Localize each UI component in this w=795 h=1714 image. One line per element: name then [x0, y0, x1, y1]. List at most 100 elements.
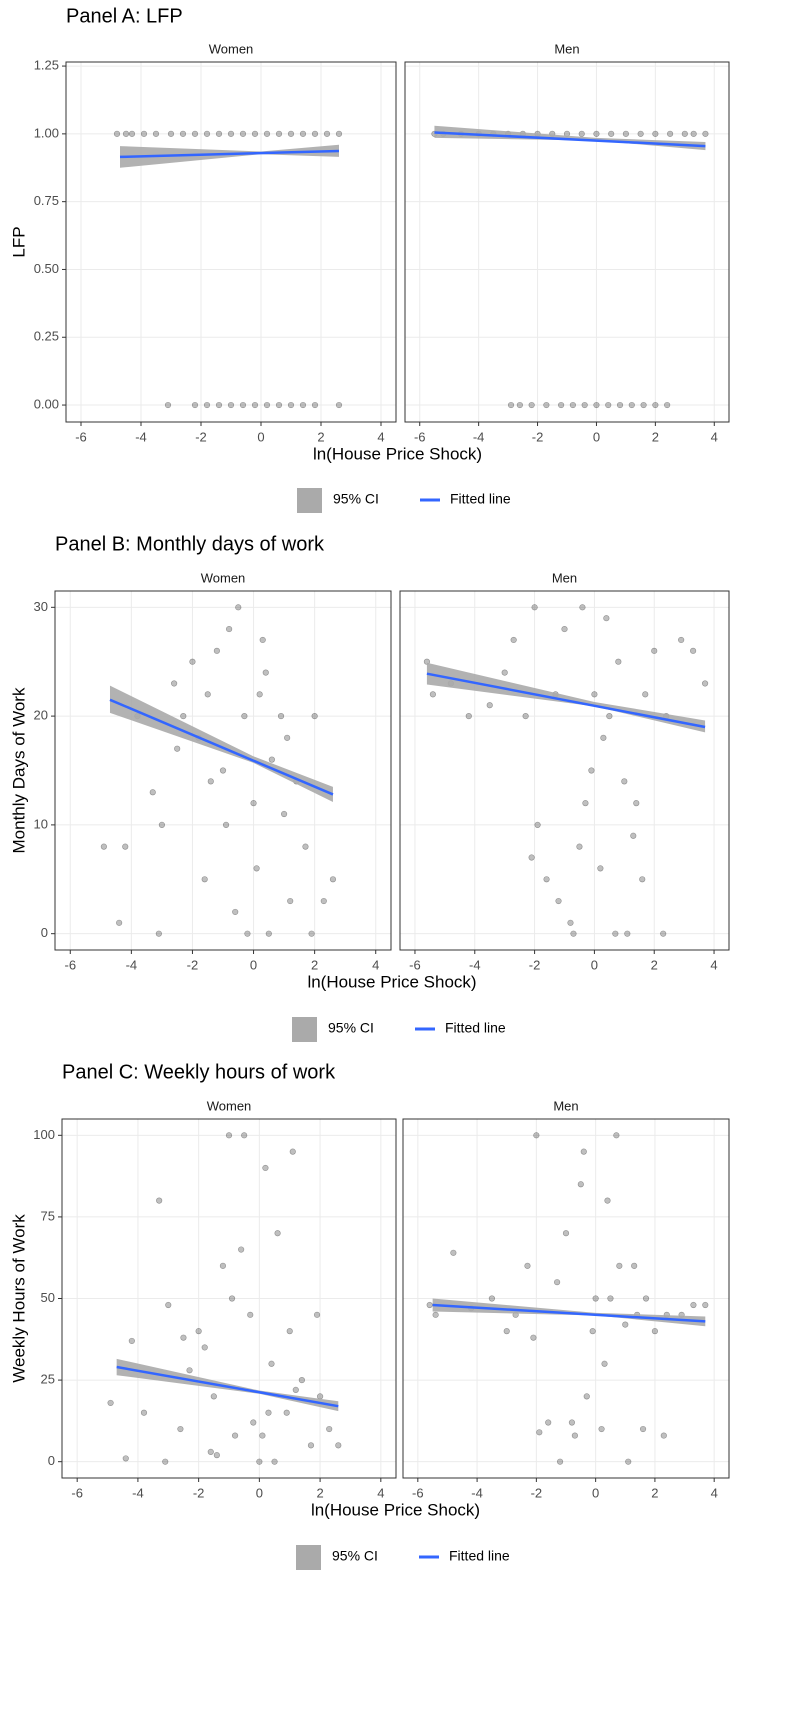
y-tick-label: 20: [34, 708, 48, 723]
legend-label: Fitted line: [449, 1548, 510, 1564]
data-point: [690, 1301, 697, 1309]
data-point: [215, 130, 223, 137]
x-tick-label: 2: [651, 1485, 658, 1500]
data-point: [180, 713, 187, 720]
data-point: [287, 130, 295, 137]
data-point: [530, 1334, 537, 1341]
data-point: [225, 1132, 233, 1139]
data-point: [603, 615, 610, 622]
x-tick-label: 4: [377, 1485, 384, 1500]
data-point: [612, 930, 619, 937]
data-point: [250, 1419, 257, 1426]
data-point: [579, 604, 586, 611]
data-point: [528, 401, 535, 409]
data-point: [432, 1311, 439, 1318]
y-tick-label: 1.00: [34, 125, 59, 140]
data-point: [555, 897, 562, 905]
facet-panel: Men -6 -4 -2 0 2 4: [402, 1098, 730, 1500]
data-point: [569, 401, 576, 409]
data-point: [275, 401, 283, 409]
data-point: [335, 401, 343, 409]
facet-strip-label: Women: [207, 1098, 252, 1113]
y-tick-label: 50: [41, 1290, 55, 1305]
x-tick-label: -2: [532, 429, 544, 444]
data-point: [222, 821, 230, 828]
data-point: [227, 130, 235, 137]
data-point: [507, 401, 515, 409]
data-point: [429, 691, 437, 698]
data-point: [660, 1432, 667, 1439]
y-tick-label: 0: [41, 925, 48, 940]
x-tick-label: 2: [316, 1485, 323, 1500]
data-point: [307, 1442, 315, 1449]
data-point: [283, 1409, 290, 1416]
x-tick-label: 4: [372, 957, 379, 972]
data-point: [651, 1328, 659, 1335]
data-point: [543, 876, 550, 883]
data-point: [128, 130, 136, 137]
data-point: [235, 604, 242, 611]
data-point: [651, 647, 658, 654]
facet-panel: Men -6 -4 -2 0 2 4: [399, 570, 730, 972]
x-tick-label: 4: [711, 1485, 718, 1500]
data-point: [664, 401, 671, 409]
data-point: [286, 1328, 293, 1335]
data-point: [239, 401, 247, 409]
x-tick-label: -2: [193, 1485, 205, 1500]
data-point: [615, 658, 622, 665]
panel-title: Panel A: LFP: [66, 5, 183, 27]
x-tick-label: 2: [652, 429, 659, 444]
legend-label: Fitted line: [450, 491, 511, 507]
data-point: [167, 130, 175, 137]
legend-label: 95% CI: [333, 491, 379, 507]
data-point: [156, 1197, 163, 1204]
data-point: [488, 1295, 496, 1302]
data-point: [113, 130, 121, 137]
x-tick-label: -6: [71, 1485, 83, 1500]
fitted-line: [426, 672, 706, 729]
data-point: [277, 713, 285, 720]
data-point: [171, 680, 178, 687]
data-point: [140, 1409, 148, 1416]
y-tick-label: 25: [41, 1372, 55, 1387]
data-point: [308, 930, 315, 937]
data-point: [179, 130, 187, 137]
data-point: [639, 1425, 647, 1433]
data-point: [268, 1360, 275, 1367]
data-point: [510, 636, 517, 644]
data-point: [628, 401, 635, 409]
data-point: [186, 1367, 193, 1374]
x-tick-label: 0: [256, 1485, 263, 1500]
facet-strip-label: Women: [209, 41, 254, 56]
data-point: [232, 908, 239, 916]
data-point: [593, 401, 600, 409]
data-point: [238, 1246, 245, 1253]
data-point: [302, 843, 309, 850]
data-point: [251, 401, 259, 409]
data-point: [107, 1399, 114, 1407]
data-point: [268, 756, 275, 763]
data-point: [213, 1452, 220, 1459]
data-point: [299, 130, 307, 137]
fitted-line: [119, 149, 340, 159]
data-point: [116, 919, 123, 926]
data-point: [227, 401, 235, 409]
facet-strip-label: Men: [552, 570, 577, 585]
confidence-band: [434, 125, 706, 151]
data-point: [228, 1295, 236, 1302]
data-point: [247, 1311, 254, 1318]
fitted-line: [432, 1303, 706, 1323]
data-point: [231, 1432, 239, 1439]
data-point: [465, 713, 472, 720]
data-point: [450, 1249, 457, 1256]
y-axis-label: Monthly Days of Work: [9, 687, 28, 853]
data-point: [640, 401, 647, 409]
data-point: [155, 930, 162, 937]
y-tick-label: 30: [34, 599, 48, 614]
data-point: [558, 401, 565, 409]
data-point: [323, 130, 331, 137]
x-tick-label: -6: [414, 429, 426, 444]
x-tick-label: -6: [64, 957, 76, 972]
data-point: [528, 854, 535, 861]
data-point: [326, 1425, 333, 1433]
